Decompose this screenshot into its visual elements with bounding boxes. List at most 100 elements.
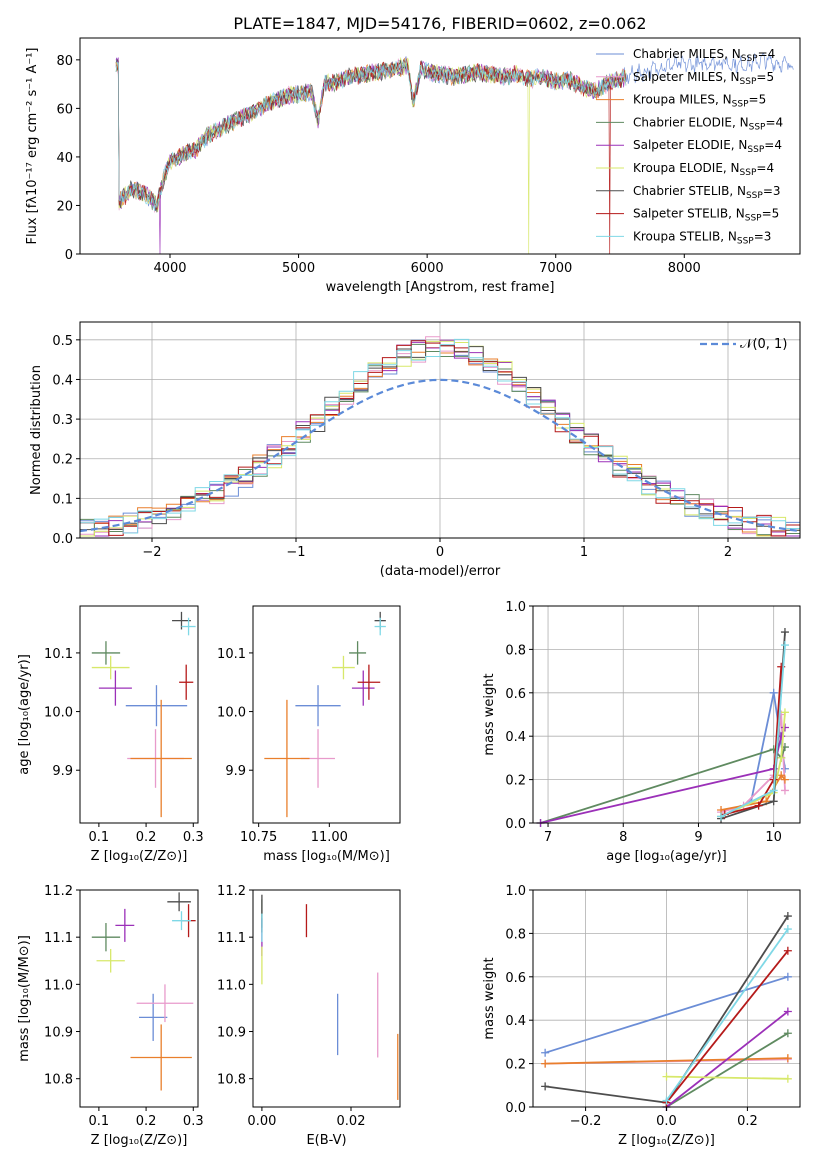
legend-subscript: SSP [741,54,758,64]
weight-line [545,1057,788,1065]
y-tick-label: 0.1 [52,492,73,507]
errorbar-point [91,655,130,680]
x-tick-label: 11.00 [311,830,348,845]
plot-area [264,611,386,818]
weight-marker [783,925,792,934]
errorbar-point [125,685,188,727]
spectrum-panel: 4000 5000 6000 7000 8000 0 20 40 60 80 wavelength … [25,37,801,295]
weight-marker [783,1029,792,1038]
errorbar-point [374,617,386,636]
x-tick-label: 6000 [411,261,444,276]
weight-marker [783,946,792,955]
y-tick-label: 10.8 [44,1073,73,1088]
y-tick-label: 1.0 [505,600,526,615]
weight-line [665,928,789,1102]
legend-subscript: SSP [732,100,749,110]
axes-frame [79,37,801,255]
weight-vs-metallicity-panel: −0.2 0.0 0.2 0.0 0.2 0.4 0.6 0.8 1.0 Z [log₁₀(Z/Z… [482,884,801,1148]
legend-subscript: SSP [740,168,757,178]
histogram-step [79,338,801,538]
figure-title: PLATE=1847, MJD=54176, FIBERID=0602, z=0… [233,14,646,33]
weight-line [665,950,789,1104]
x-tick-label: −1 [286,545,305,560]
y-tick-label: 11.1 [217,931,246,946]
x-tick-label: 2 [724,545,732,560]
normal-curve [79,378,801,533]
x-tick-label: 10 [765,830,782,845]
y-axis-label: Normed distribution [29,365,44,495]
y-tick-label: 0.0 [52,532,73,547]
legend-label: Chabrier MILES, NSSP=4 [633,47,775,64]
y-tick-label: 9.9 [225,764,246,779]
axes-frame [79,605,199,824]
legend-label: Chabrier ELODIE, NSSP=4 [633,115,783,132]
x-tick-label: 0.1 [89,1114,110,1129]
y-tick-label: 0.4 [52,373,73,388]
y-tick-label: 10.9 [44,1026,73,1041]
y-tick-label: 0.2 [52,453,73,468]
x-tick-label: 4000 [153,261,186,276]
y-tick-label: 0.2 [505,774,526,789]
weight-line [544,975,789,1054]
legend-label: Salpeter ELODIE, NSSP=4 [633,138,782,155]
y-axis-label: mass [log₁₀(M/M⊙)] [17,935,32,1062]
legend-label: Kroupa MILES, NSSP=5 [633,93,766,110]
x-axis-label: Z [log₁₀(Z/Z⊙)] [91,1133,188,1148]
plot-area [79,336,801,538]
errorbar-point [136,984,194,1023]
x-tick-label: 1 [580,545,588,560]
axes-frame [252,605,401,824]
spectrum-line [115,57,627,254]
plot-area [536,628,789,827]
weight-line [666,1075,788,1080]
weight-marker [780,628,789,637]
legend-value: =5 [749,93,767,107]
legend-subscript: SSP [745,214,762,224]
x-tick-label: 0.1 [89,830,110,845]
x-tick-label: 0.0 [656,1114,677,1129]
residual-histogram-panel: −2 −1 0 1 2 0.0 0.1 0.2 0.3 0.4 0.5 (data-model)/er… [29,321,801,579]
legend-subscript: SSP [740,77,757,87]
weight-marker [769,786,778,795]
x-tick-label: 0.2 [737,1114,758,1129]
plot-area [91,892,196,1091]
weight-marker [541,1059,550,1068]
y-tick-label: 0.4 [505,1014,526,1029]
weight-marker [783,912,792,921]
legend-label: Salpeter STELIB, NSSP=5 [633,207,779,224]
y-tick-label: 40 [56,151,73,166]
age-vs-metallicity-panel: 0.1 0.2 0.3 9.9 10.0 10.1 Z [log₁₀(Z/Z⊙)] age [… [17,605,204,864]
weight-line [724,666,783,816]
y-tick-label: 11.2 [44,884,73,899]
x-axis-label: wavelength [Angstrom, rest frame] [326,280,555,295]
x-tick-label: 0.2 [136,830,157,845]
legend-label: 𝒩(0, 1) [740,337,787,352]
mass-vs-ebv-panel: 0.00 0.02 10.8 10.9 11.0 11.1 11.2 E(B-V) [217,884,401,1148]
x-axis-label: Z [log₁₀(Z/Z⊙)] [618,1133,715,1148]
y-tick-label: 9.9 [52,764,73,779]
errorbar-point [264,699,310,818]
legend-subscript: SSP [749,122,766,132]
legend-label: Kroupa ELODIE, NSSP=4 [633,161,774,178]
legend-value: =3 [763,184,781,198]
y-tick-label: 11.1 [44,931,73,946]
x-tick-label: 7000 [539,261,572,276]
y-tick-label: 10.0 [44,706,73,721]
legend-label: Salpeter MILES, NSSP=5 [633,70,774,87]
y-tick-label: 1.0 [505,884,526,899]
x-tick-label: 0.00 [247,1114,276,1129]
weight-line [665,1010,789,1108]
weight-marker [780,786,789,795]
y-axis-label: mass weight [482,673,497,755]
plot-area [91,611,196,818]
legend-label: Kroupa STELIB, NSSP=3 [633,229,771,246]
x-axis-label: (data-model)/error [380,564,501,579]
errorbar-point [332,655,355,680]
weight-marker [662,1096,671,1105]
errorbar-point [130,1024,192,1091]
plot-area [261,894,399,1100]
weight-marker [777,753,786,762]
x-tick-label: 0.2 [136,1114,157,1129]
errorbar-point [115,908,135,942]
errorbar-point [96,948,125,973]
